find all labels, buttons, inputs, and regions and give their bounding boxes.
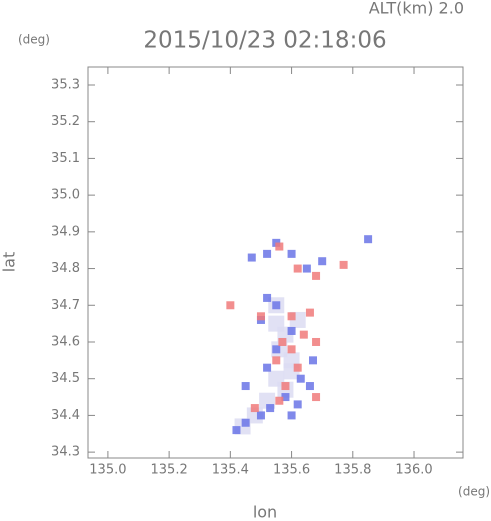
radar-cell: [296, 374, 305, 383]
y-tick-label: 35.3: [51, 77, 80, 92]
chart-title: 2015/10/23 02:18:06: [143, 28, 386, 54]
radar-cell: [241, 418, 250, 427]
radar-cell: [293, 363, 302, 372]
radar-cell: [312, 271, 321, 280]
x-tick-label: 135.8: [334, 463, 371, 478]
radar-cell: [318, 257, 327, 266]
y-tick-label: 34.6: [51, 334, 80, 349]
radar-cell: [287, 326, 296, 335]
radar-cell: [305, 382, 314, 391]
radar-cell: [287, 249, 296, 258]
radar-cell: [281, 382, 290, 391]
radar-cell: [293, 264, 302, 273]
y-tick-label: 34.8: [51, 261, 80, 276]
altitude-label: ALT(km) 2.0: [369, 0, 464, 18]
x-unit: (deg): [458, 485, 490, 499]
radar-cell: [275, 242, 284, 251]
plot-frame: [87, 66, 464, 459]
radar-cell: [293, 400, 302, 409]
radar-cell: [263, 293, 272, 302]
radar-cell: [312, 337, 321, 346]
y-tick-label: 35.0: [51, 188, 80, 203]
radar-cell: [309, 356, 317, 365]
x-tick-label: 135.2: [151, 463, 188, 478]
radar-cell: [339, 260, 348, 269]
radar-cell: [287, 312, 296, 321]
radar-cell: [312, 393, 321, 402]
radar-cell: [263, 249, 272, 258]
y-tick-label: 35.2: [51, 114, 80, 129]
radar-cell: [364, 235, 373, 244]
radar-cell: [226, 301, 235, 310]
x-tick-label: 135.4: [212, 463, 249, 478]
radar-cell: [272, 345, 281, 354]
y-tick-label: 34.3: [51, 445, 80, 460]
radar-cell: [232, 426, 241, 435]
y-tick-label: 34.5: [51, 371, 80, 386]
y-axis-label: lat: [0, 252, 19, 273]
radar-cell: [272, 356, 281, 365]
radar-cell: [241, 382, 250, 391]
x-tick-label: 135.0: [89, 463, 126, 478]
x-tick-label: 135.6: [273, 463, 310, 478]
radar-cell: [263, 363, 272, 372]
radar-cell: [247, 253, 256, 262]
radar-cell: [287, 345, 296, 354]
radar-cell: [281, 393, 290, 402]
y-tick-label: 34.9: [51, 224, 80, 239]
radar-cell: [250, 404, 259, 413]
radar-cell: [275, 396, 284, 405]
y-unit: (deg): [18, 33, 50, 47]
y-tick-label: 35.1: [51, 151, 80, 166]
radar-cell: [287, 411, 296, 420]
radar-cell: [256, 312, 265, 321]
y-tick-label: 34.7: [51, 298, 80, 313]
radar-cell: [302, 264, 311, 273]
radar-cell: [272, 301, 281, 310]
y-tick-label: 34.4: [51, 408, 80, 423]
x-tick-label: 136.0: [395, 463, 432, 478]
radar-cell: [305, 308, 314, 317]
radar-cell: [278, 337, 287, 346]
x-axis-label: lon: [253, 503, 277, 521]
radar-cell: [266, 404, 275, 413]
radar-cell: [256, 411, 265, 420]
radar-cell: [299, 330, 308, 339]
